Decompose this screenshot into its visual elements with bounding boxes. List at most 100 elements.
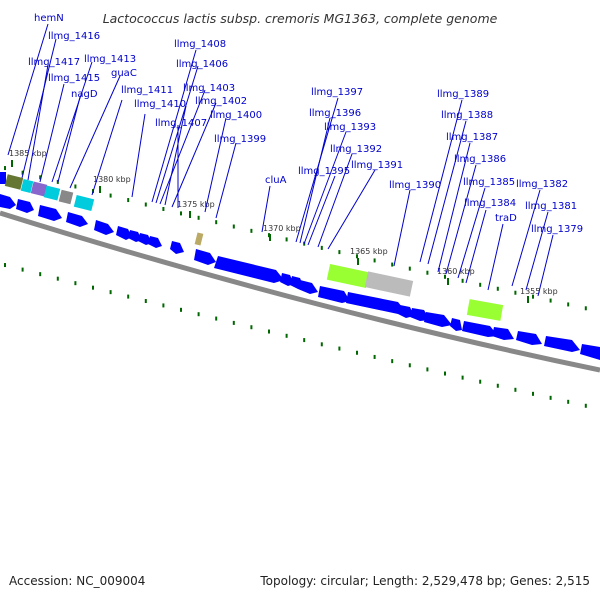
gene-label: llmg_1384 [464, 198, 516, 209]
gene-arrow [346, 292, 406, 314]
gene-label: llmg_1413 [84, 54, 136, 65]
minor-tick [567, 399, 570, 404]
minor-tick [373, 258, 376, 263]
minor-tick [92, 285, 94, 290]
minor-tick [215, 220, 218, 225]
gene-label: llmg_1392 [330, 144, 382, 155]
minor-tick [567, 302, 570, 307]
minor-tick [180, 211, 182, 216]
minor-tick [496, 286, 499, 291]
minor-tick [444, 371, 446, 376]
minor-tick [461, 278, 464, 283]
minor-tick [461, 375, 464, 380]
minor-tick [338, 250, 341, 255]
minor-tick [479, 282, 482, 287]
scale-label: 1360 kbp [437, 267, 475, 276]
gene-label: llmg_1386 [454, 154, 506, 165]
gene-arrow [298, 280, 318, 294]
minor-tick [584, 403, 587, 408]
gene-label: llmg_1402 [195, 96, 247, 107]
minor-tick [496, 383, 499, 388]
gene-arrow [194, 249, 216, 265]
minor-tick [320, 245, 323, 250]
minor-tick [250, 325, 253, 330]
gene-label: llmg_1389 [437, 89, 489, 100]
gene-label: traD [495, 213, 517, 224]
minor-tick [514, 290, 517, 295]
gene-label: llmg_1382 [516, 179, 568, 190]
minor-tick [285, 237, 288, 242]
scale-label: 1365 kbp [350, 247, 388, 256]
feature-block [30, 181, 48, 197]
gene-label: llmg_1417 [28, 57, 80, 68]
gene-arrow [450, 318, 462, 331]
minor-tick [444, 274, 446, 279]
gene-label: guaC [111, 68, 137, 79]
topology-text: Topology: circular; Length: 2,529,478 bp… [260, 574, 590, 588]
minor-tick [127, 294, 130, 299]
minor-tick [21, 267, 24, 272]
gene-arrow [318, 286, 350, 303]
minor-tick [232, 320, 235, 325]
feature-block [0, 172, 6, 184]
gene-label: llmg_1381 [525, 201, 577, 212]
gene-label: llmg_1390 [389, 180, 441, 191]
gene-arrow [516, 331, 542, 345]
scale-ticks [11, 160, 529, 303]
gene-label: llmg_1399 [214, 134, 266, 145]
minor-tick [127, 198, 130, 203]
minor-tick [39, 175, 42, 180]
feature-block [326, 264, 370, 288]
gene-arrow [492, 327, 514, 340]
inner-tick-row [4, 263, 587, 408]
gene-arrow [66, 212, 88, 227]
scale-label: 1380 kbp [93, 175, 131, 184]
minor-tick [250, 228, 253, 233]
gene-arrow [544, 336, 580, 352]
minor-tick [356, 350, 358, 355]
minor-tick [162, 206, 165, 211]
feature-block [58, 189, 74, 205]
gene-label: llmg_1406 [176, 59, 228, 70]
minor-tick [21, 170, 24, 175]
gene-arrow [580, 344, 600, 360]
minor-tick [215, 316, 218, 321]
gene-arrow [38, 205, 62, 221]
minor-tick [426, 270, 429, 275]
gene-arrows [0, 194, 600, 360]
gene-label: llmg_1388 [441, 110, 493, 121]
minor-tick [549, 395, 552, 400]
gene-label: llmg_1397 [311, 87, 363, 98]
minor-tick [320, 342, 323, 347]
leader-lines [7, 23, 554, 297]
gene-label: llmg_1411 [121, 85, 173, 96]
scale-label: 1375 kbp [177, 200, 215, 209]
genome-backbone [0, 210, 600, 373]
scale-label: 1370 kbp [263, 224, 301, 233]
minor-tick [532, 294, 534, 299]
feature-block [364, 271, 414, 297]
gene-label: llmg_1393 [324, 122, 376, 133]
minor-tick [285, 333, 288, 338]
minor-tick [56, 276, 59, 281]
minor-tick [197, 312, 200, 317]
minor-tick [197, 215, 200, 220]
minor-tick [391, 262, 394, 267]
minor-tick [4, 263, 6, 268]
minor-tick [303, 338, 306, 343]
minor-tick [479, 379, 482, 384]
minor-tick [408, 363, 411, 368]
minor-tick [549, 298, 552, 303]
minor-tick [39, 272, 42, 277]
gene-label: llmg_1410 [134, 99, 186, 110]
minor-tick [426, 367, 429, 372]
minor-tick [391, 359, 394, 364]
minor-tick [514, 387, 517, 392]
gene-label: llmg_1385 [463, 177, 515, 188]
minor-tick [162, 303, 165, 308]
gene-label: llmg_1379 [531, 224, 583, 235]
gene-label: llmg_1391 [351, 160, 403, 171]
accession-text: Accession: NC_009004 [9, 574, 146, 588]
gene-label: llmg_1403 [183, 83, 235, 94]
